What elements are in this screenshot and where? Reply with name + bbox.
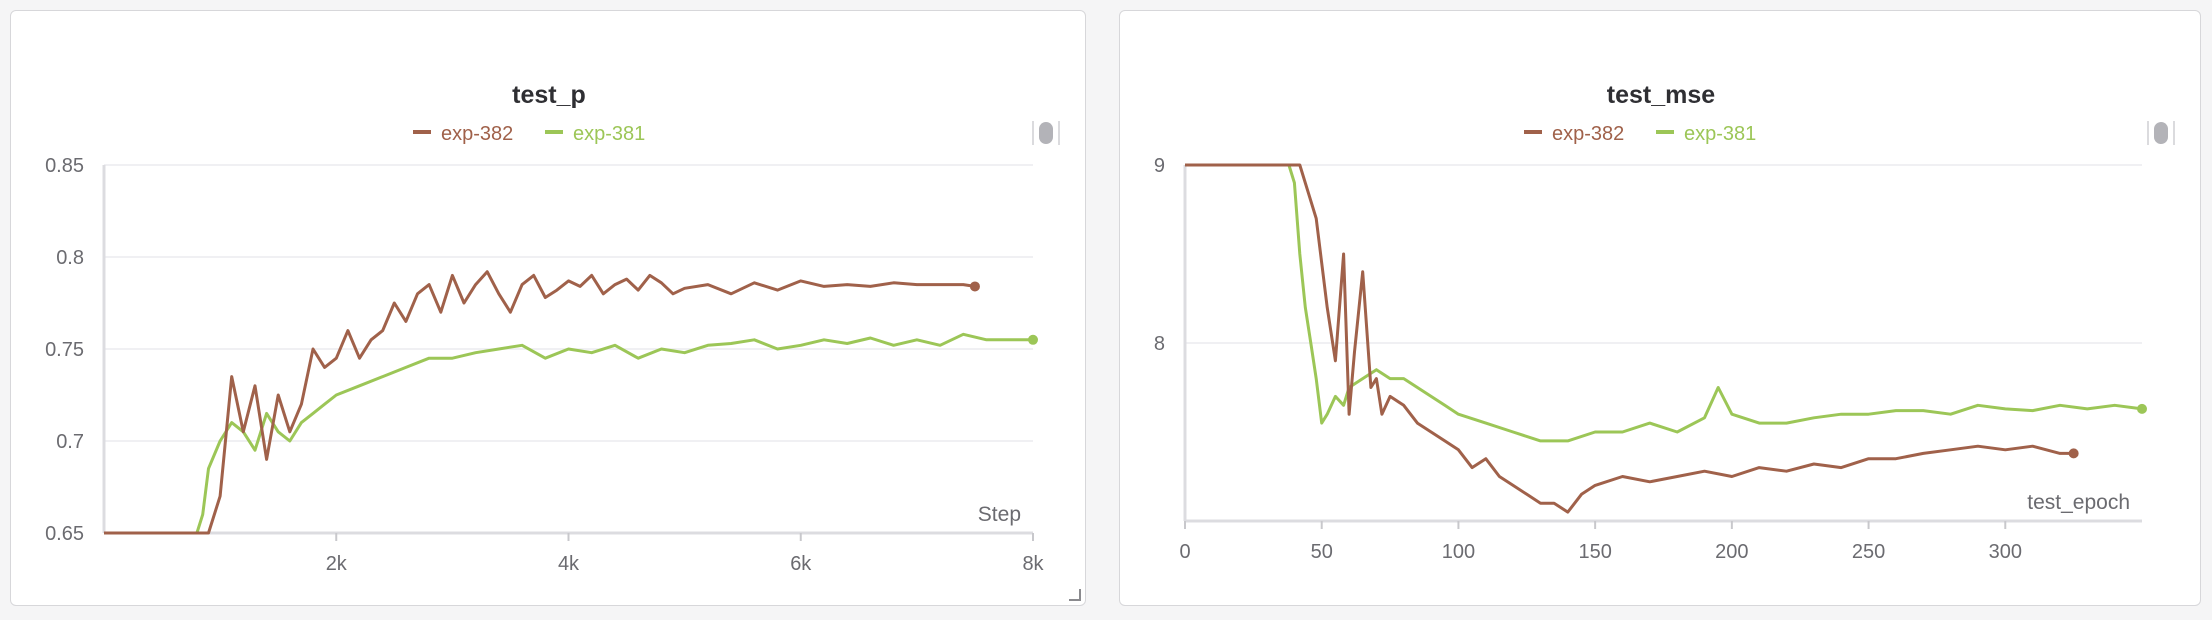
y-tick-label: 0.85 <box>45 155 84 177</box>
x-tick-label: 300 <box>1989 541 2022 563</box>
x-axis-label: Step <box>978 503 1021 526</box>
x-tick-label: 2k <box>326 553 348 575</box>
series-line-exp-382 <box>104 270 976 535</box>
x-tick-labels: 0 50 100 150 200 250 300 <box>1179 541 2022 563</box>
legend[interactable]: exp-382 exp-381 <box>1524 123 1756 145</box>
series-lines <box>1185 163 2147 514</box>
x-tick-label: 150 <box>1578 541 1611 563</box>
chart-title: test_mse <box>1607 81 1715 109</box>
axes <box>1183 165 2142 529</box>
x-tick-label: 200 <box>1715 541 1748 563</box>
legend-toggle-icon[interactable] <box>2147 121 2175 145</box>
legend-toggle-icon[interactable] <box>1032 121 1060 145</box>
x-tick-label: 50 <box>1311 541 1333 563</box>
legend[interactable]: exp-382 exp-381 <box>413 123 645 145</box>
x-tick-label: 4k <box>558 553 580 575</box>
series-end-point-exp-382 <box>2068 448 2079 459</box>
series-lines <box>104 270 1038 535</box>
chart-panel-test-mse: test_mse exp-382 exp-381 9 8 0 50 100 15… <box>1119 10 2201 606</box>
series-end-point-exp-382 <box>969 281 980 292</box>
legend-label-exp-381[interactable]: exp-381 <box>573 123 645 145</box>
test-p-chart: test_p exp-382 exp-381 0.85 0.8 0.75 0.7… <box>45 81 1060 575</box>
series-end-point-exp-381 <box>1028 334 1038 345</box>
series-end-point-exp-381 <box>2137 403 2147 414</box>
gridlines <box>1185 164 2142 344</box>
chart-title: test_p <box>512 81 586 109</box>
y-tick-label: 0.65 <box>45 523 84 545</box>
x-tick-labels: 2k 4k 6k 8k <box>326 553 1045 575</box>
y-tick-label: 0.8 <box>56 247 84 269</box>
x-tick-label: 0 <box>1179 541 1190 563</box>
legend-label-exp-381[interactable]: exp-381 <box>1684 123 1756 145</box>
resize-handle[interactable] <box>1069 589 1081 601</box>
y-tick-label: 0.7 <box>56 431 84 453</box>
test-mse-chart: test_mse exp-382 exp-381 9 8 0 50 100 15… <box>1154 81 2175 563</box>
y-tick-label: 9 <box>1154 155 1165 177</box>
y-tick-labels: 0.85 0.8 0.75 0.7 0.65 <box>45 155 84 545</box>
legend-label-exp-382[interactable]: exp-382 <box>1552 123 1624 145</box>
series-line-exp-381 <box>104 332 1033 535</box>
x-axis-label: test_epoch <box>2027 491 2130 514</box>
y-tick-label: 8 <box>1154 333 1165 355</box>
chart-panel-test-p: test_p exp-382 exp-381 0.85 0.8 0.75 0.7… <box>10 10 1086 606</box>
y-tick-label: 0.75 <box>45 339 84 361</box>
x-tick-label: 100 <box>1442 541 1475 563</box>
y-tick-labels: 9 8 <box>1154 155 1165 355</box>
legend-label-exp-382[interactable]: exp-382 <box>441 123 513 145</box>
x-tick-label: 6k <box>790 553 812 575</box>
x-tick-label: 250 <box>1852 541 1885 563</box>
x-tick-label: 8k <box>1022 553 1044 575</box>
series-line-exp-381 <box>1185 163 2143 443</box>
series-line-exp-382 <box>1185 163 2074 514</box>
axes <box>102 165 1034 541</box>
